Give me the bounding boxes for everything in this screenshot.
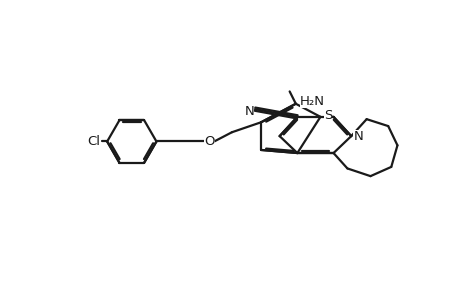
- Text: S: S: [323, 109, 331, 122]
- Text: N: N: [244, 105, 254, 118]
- Text: Cl: Cl: [87, 135, 100, 148]
- Text: N: N: [353, 130, 362, 142]
- Text: O: O: [204, 135, 214, 148]
- Text: H₂N: H₂N: [300, 95, 325, 108]
